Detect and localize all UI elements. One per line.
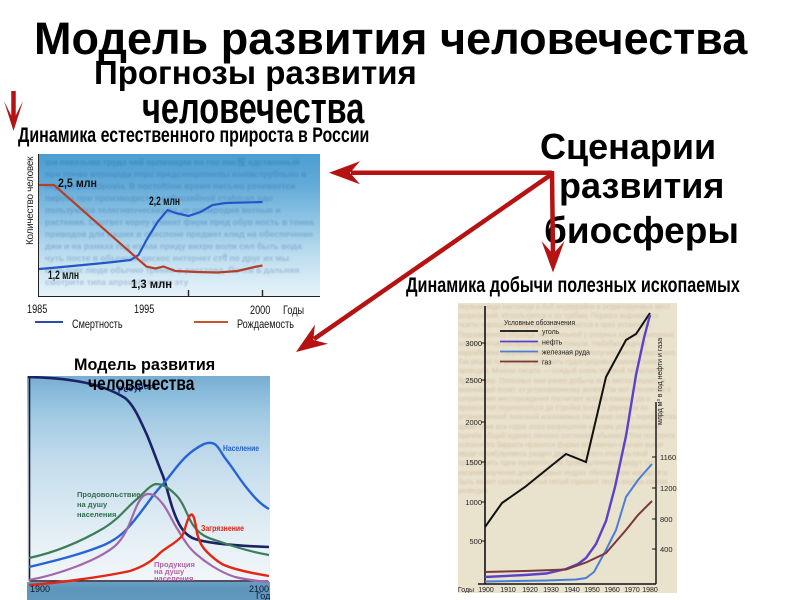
svg-text:газ: газ (542, 360, 551, 367)
svg-text:1920: 1920 (522, 587, 538, 593)
svg-text:1,2 млн: 1,2 млн (48, 268, 79, 282)
svg-text:1940: 1940 (564, 587, 580, 593)
svg-text:1900: 1900 (30, 584, 50, 594)
svg-text:1160: 1160 (660, 453, 676, 462)
svg-text:1980: 1980 (642, 587, 658, 593)
svg-text:Условные обозначения: Условные обозначения (504, 318, 575, 327)
svg-text:Загрязнение: Загрязнение (201, 523, 244, 533)
svg-text:3000: 3000 (465, 339, 482, 348)
svg-text:1960: 1960 (604, 587, 620, 593)
svg-text:1910: 1910 (500, 587, 516, 593)
svg-text:2,5 млн: 2,5 млн (58, 176, 97, 190)
svg-text:1500: 1500 (465, 458, 482, 467)
svg-text:Продовольствие: Продовольствие (77, 490, 140, 499)
svg-text:Продукция: Продукция (154, 560, 195, 569)
svg-text:нефть: нефть (542, 340, 563, 347)
svg-text:800: 800 (660, 515, 673, 524)
svg-text:населения: населения (154, 574, 193, 583)
svg-text:1970: 1970 (624, 587, 640, 593)
svg-text:Население: Население (223, 443, 259, 453)
svg-text:на душу: на душу (77, 500, 108, 509)
svg-text:Год: Год (256, 591, 270, 600)
svg-text:1000: 1000 (465, 498, 482, 507)
svg-text:1900: 1900 (478, 587, 494, 593)
svg-text:2500: 2500 (465, 376, 482, 385)
svg-text:400: 400 (660, 545, 673, 554)
svg-text:1,3 млн: 1,3 млн (131, 277, 172, 291)
svg-text:млрд м³ в год нефти и газа: млрд м³ в год нефти и газа (657, 338, 664, 425)
svg-text:2000: 2000 (465, 418, 482, 427)
svg-text:1950: 1950 (584, 587, 600, 593)
svg-text:500: 500 (469, 537, 482, 546)
svg-text:2,2 млн: 2,2 млн (149, 194, 180, 208)
svg-text:железная руда: железная руда (542, 350, 590, 357)
svg-text:населения: населения (77, 510, 116, 519)
svg-text:на душу: на душу (154, 567, 185, 576)
svg-text:1930: 1930 (543, 587, 559, 593)
svg-text:2100: 2100 (249, 584, 269, 594)
svg-text:уголь: уголь (542, 329, 560, 336)
svg-text:Годы: Годы (458, 587, 474, 593)
svg-text:1200: 1200 (660, 484, 677, 493)
